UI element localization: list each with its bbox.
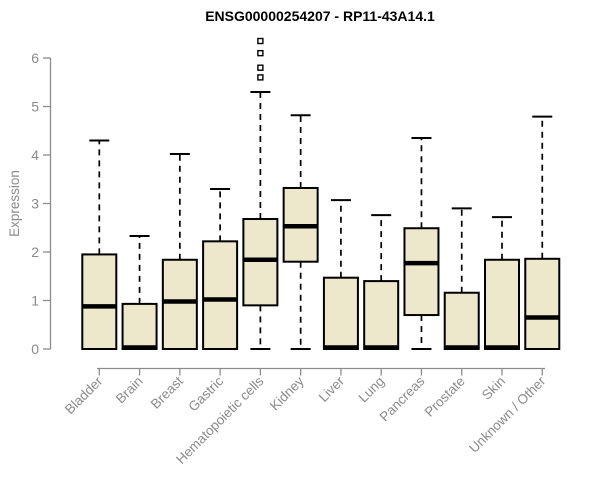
y-tick-label: 5 (31, 99, 39, 115)
x-tick-label-brain: Brain (113, 374, 146, 407)
x-tick-label-prostate: Prostate (422, 374, 468, 420)
outlier-point-hematopoietic-cells (257, 64, 264, 71)
x-tick-label-bladder: Bladder (62, 373, 106, 417)
box-bladder (81, 253, 118, 350)
box-unknown-other (524, 257, 561, 351)
outlier-point-hematopoietic-cells (257, 74, 264, 81)
box-pancreas (403, 227, 440, 317)
x-tick-label-breast: Breast (148, 373, 186, 411)
x-tick-label-skin: Skin (479, 374, 508, 403)
box-prostate (443, 291, 480, 350)
y-tick-label: 4 (31, 147, 39, 163)
y-tick-label: 0 (31, 341, 39, 357)
x-tick-label-kidney: Kidney (267, 373, 307, 413)
y-tick-label: 2 (31, 244, 39, 260)
box-hematopoietic-cells (242, 218, 279, 307)
x-tick-label-liver: Liver (316, 373, 348, 405)
box-liver (322, 276, 359, 350)
box-gastric (202, 240, 239, 350)
outlier-point-hematopoietic-cells (257, 37, 264, 45)
outlier-point-hematopoietic-cells (257, 49, 264, 57)
box-breast (161, 258, 198, 351)
box-skin (484, 258, 520, 351)
box-brain (121, 302, 158, 350)
chart-title: ENSG00000254207 - RP11-43A14.1 (205, 8, 435, 24)
x-tick-label-pancreas: Pancreas (377, 373, 428, 424)
x-tick-label-lung: Lung (355, 374, 387, 406)
x-tick-label-unknown-other: Unknown / Other (466, 373, 549, 456)
y-tick-label: 6 (31, 50, 39, 66)
box-lung (363, 280, 400, 351)
y-tick-label: 3 (31, 196, 39, 212)
y-tick-label: 1 (31, 293, 39, 309)
